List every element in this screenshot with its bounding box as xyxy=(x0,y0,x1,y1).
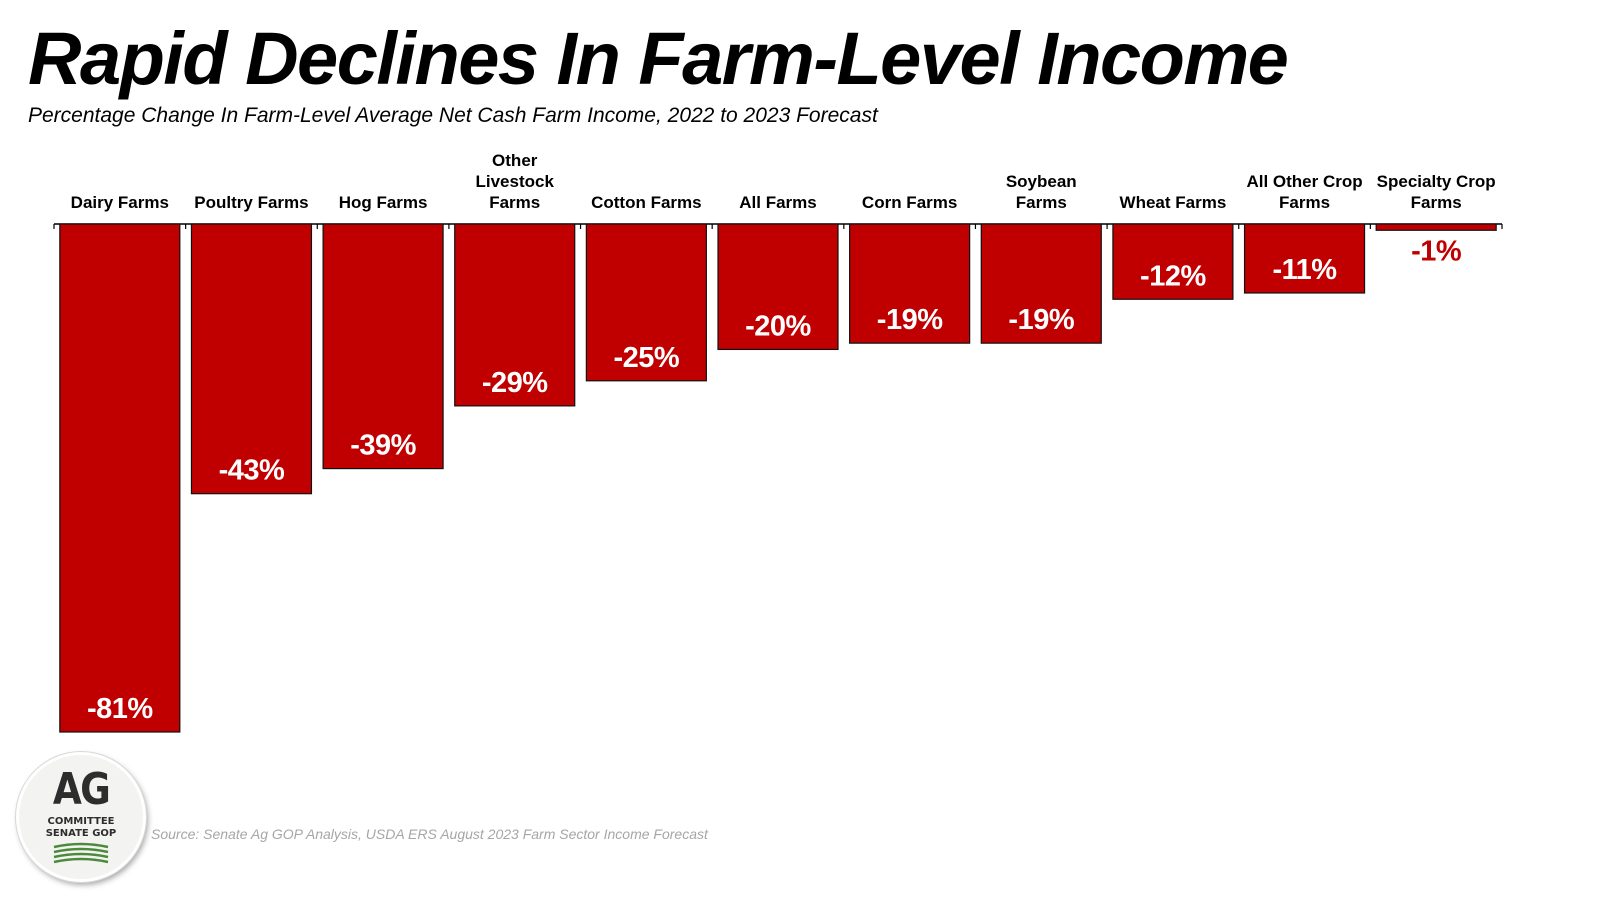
source-note: Source: Senate Ag GOP Analysis, USDA ERS… xyxy=(151,826,708,842)
value-label: -39% xyxy=(350,430,416,462)
bar xyxy=(59,223,181,733)
bar xyxy=(849,223,971,344)
committee-logo: AG COMMITTEE SENATE GOP xyxy=(16,752,146,882)
bar xyxy=(454,223,576,407)
category-label: All Other Crop Farms xyxy=(1246,172,1362,212)
bar xyxy=(1112,223,1234,300)
category-label: Cotton Farms xyxy=(591,193,702,212)
chart-subtitle: Percentage Change In Farm-Level Average … xyxy=(28,104,878,127)
value-label: -25% xyxy=(614,342,680,374)
value-label: -81% xyxy=(87,693,153,725)
bar xyxy=(980,223,1102,344)
category-label: All Farms xyxy=(739,193,816,212)
value-label: -43% xyxy=(219,455,285,487)
bar xyxy=(1375,223,1497,231)
logo-ag-text: AG xyxy=(52,764,111,815)
value-label: -29% xyxy=(482,367,548,399)
bar xyxy=(322,223,444,470)
category-label: Soybean Farms xyxy=(1006,172,1077,212)
category-label: Dairy Farms xyxy=(71,193,169,212)
category-label: Wheat Farms xyxy=(1120,193,1227,212)
value-label: -20% xyxy=(745,310,811,342)
value-label: -12% xyxy=(1140,260,1206,292)
bar xyxy=(190,223,313,495)
value-label: -19% xyxy=(877,304,943,336)
category-label: Specialty Crop Farms xyxy=(1377,172,1496,212)
category-label: Corn Farms xyxy=(862,193,957,212)
value-label: -1% xyxy=(1411,235,1462,267)
logo-badge xyxy=(16,752,146,882)
logo-senate-gop-text: SENATE GOP xyxy=(45,828,117,839)
bar xyxy=(717,223,839,351)
category-label: Hog Farms xyxy=(339,193,428,212)
field-lines-icon xyxy=(53,842,109,864)
category-label: Poultry Farms xyxy=(194,193,308,212)
bar xyxy=(1243,223,1366,294)
category-label: Other Livestock Farms xyxy=(476,151,555,212)
chart-title: Rapid Declines In Farm-Level Income xyxy=(28,17,1289,100)
bar xyxy=(585,223,707,382)
logo-committee-text: COMMITTEE xyxy=(47,816,115,827)
value-label: -11% xyxy=(1272,254,1337,286)
value-label: -19% xyxy=(1008,304,1074,336)
